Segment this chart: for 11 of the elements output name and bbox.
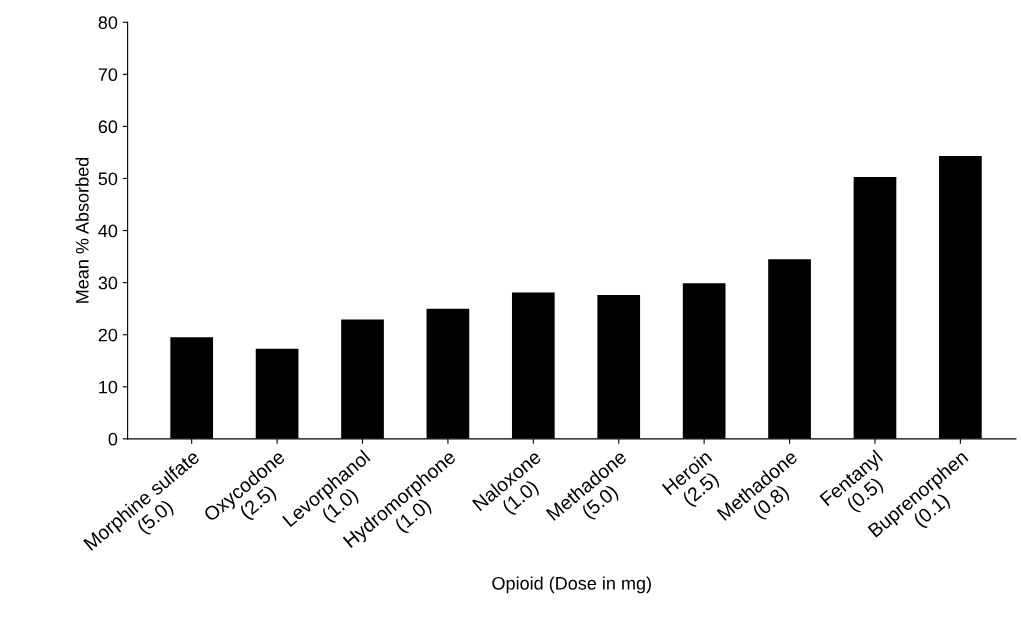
y-tick-label: 20 [98, 328, 118, 342]
x-axis-title: Opioid (Dose in mg) [492, 576, 651, 594]
y-tick-label: 10 [99, 380, 118, 394]
y-tick-label: 80 [98, 16, 118, 29]
y-tick-label: 30 [98, 276, 118, 290]
y-tick-label: 0 [108, 432, 118, 446]
y-tick-label: 70 [98, 68, 118, 82]
y-tick-label: 40 [98, 224, 118, 238]
y-tick-label: 50 [98, 172, 118, 186]
y-tick-label: 60 [98, 120, 118, 134]
y-axis-title: Mean % Absorbed [75, 157, 89, 303]
